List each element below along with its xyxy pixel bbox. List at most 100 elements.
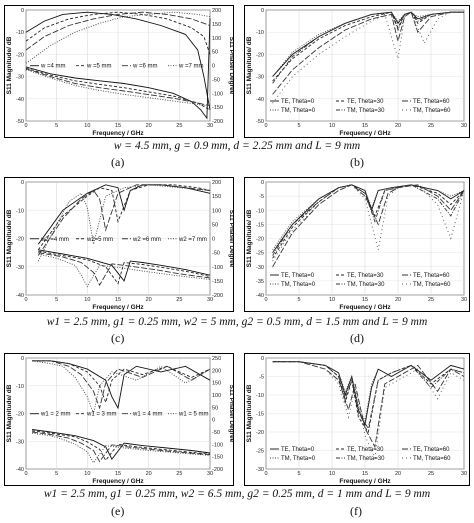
y2-tick-label: -150 <box>212 105 223 111</box>
chart-svg-e: 0 5 10 15 20 25 30 0 -10 -20 -30 -40 250 200 150 100 50 0… <box>4 353 235 486</box>
panel-label-f: (f) <box>350 504 362 518</box>
series-magnitude-line-4 <box>37 184 211 262</box>
caption-row-1: w = 4.5 mm, g = 0.9 mm, d = 2.25 mm and … <box>113 140 361 152</box>
legend-entry: TM, Theta=0 <box>281 282 316 288</box>
y2-tick-label: 100 <box>212 393 221 399</box>
chart-frame <box>244 177 470 312</box>
x-tick-label: 25 <box>176 297 182 303</box>
legend-entry: TM, Theta=60 <box>413 456 451 462</box>
x-tick-label: 25 <box>428 297 434 303</box>
y2-tick-label: -100 <box>212 265 223 271</box>
panel-label-e: (e) <box>111 504 125 518</box>
chart-frame <box>4 177 234 312</box>
y-axis-label: S11 Magnitude/ dB <box>6 36 13 94</box>
legend-entry: w =7 mm <box>178 64 204 70</box>
legend-entry: TM, Theta=0 <box>281 456 316 462</box>
series-magnitude-line-3 <box>37 184 211 256</box>
legend-entry: w1 = 2 mm <box>40 412 71 418</box>
y-tick-label: -25 <box>256 251 264 257</box>
x-tick-label: 10 <box>84 297 90 303</box>
y-tick-label: -35 <box>256 279 264 285</box>
y-tick-label: -30 <box>256 75 264 81</box>
y2-tick-label: 200 <box>212 8 221 14</box>
series-line-4 <box>272 361 465 423</box>
legend-entry: TE, Theta=0 <box>281 447 315 453</box>
legend-entry: w1 = 5 mm <box>178 412 209 418</box>
series-phase-line-1 <box>32 429 211 460</box>
y-tick-label: -40 <box>16 467 24 473</box>
y-tick-label: -40 <box>16 97 24 103</box>
chart-frame <box>4 5 234 138</box>
y2-tick-label: 150 <box>212 381 221 387</box>
legend-entry: TE, Theta=30 <box>347 447 384 453</box>
series-line-5 <box>272 361 465 430</box>
y-tick-label: -40 <box>256 97 264 103</box>
series-line-3 <box>272 184 465 268</box>
chart-svg-c: 0 5 10 15 20 25 30 0 -10 -20 -30 -40 200 150 100 50 0 -50… <box>4 177 235 312</box>
x-tick-label: 0 <box>24 297 27 303</box>
y2-tick-label: -150 <box>212 455 223 461</box>
y2-tick-label: 150 <box>212 194 221 200</box>
y-tick-label: -20 <box>16 412 24 418</box>
series-line-5 <box>272 184 465 256</box>
y-tick-label: -20 <box>256 52 264 58</box>
y-axis-label: S11 Magnitude/ dB <box>6 384 13 442</box>
series-magnitude-line-3 <box>32 360 211 410</box>
chart-panel-f: 0 5 10 15 20 25 30 0 -5 -10 -15 -20 -25 -30 Frequency … <box>244 353 470 486</box>
y2-tick-label: -100 <box>212 91 223 97</box>
series-phase-line-3 <box>32 431 211 463</box>
x-tick-label: 30 <box>461 471 467 477</box>
legend-entry: w =6 mm <box>132 64 158 70</box>
x-axis-label: Frequency / GHz <box>339 130 391 137</box>
series-magnitude-line-4 <box>32 360 211 416</box>
series-line-2 <box>272 184 465 259</box>
x-tick-label: 15 <box>362 123 368 129</box>
y-tick-label: -50 <box>16 119 24 125</box>
series-magnitude-line-1 <box>25 11 211 110</box>
y-axis-label: S11 Magnitude/ dB <box>246 384 253 442</box>
series-phase-line-1 <box>38 249 211 282</box>
x-tick-label: 30 <box>207 123 213 129</box>
x-tick-label: 20 <box>395 123 401 129</box>
y-tick-label: 0 <box>261 8 264 14</box>
y2-tick-label: 0 <box>212 64 215 70</box>
x-tick-label: 10 <box>329 471 335 477</box>
y2-tick-label: 150 <box>212 22 221 28</box>
y2-tick-label: -200 <box>212 467 223 473</box>
series-magnitude-line-2 <box>37 184 211 251</box>
x-tick-label: 25 <box>176 123 182 129</box>
series-line-5 <box>272 11 464 84</box>
chart-panel-b: 0 5 10 15 20 25 30 0 -10 -20 -30 -40 -50 Frequency / … <box>244 5 470 138</box>
x-tick-label: 20 <box>395 471 401 477</box>
y-tick-label: -20 <box>16 52 24 58</box>
y2-tick-label: -200 <box>212 119 223 125</box>
series-magnitude-line-1 <box>32 360 211 410</box>
x-tick-label: 10 <box>329 123 335 129</box>
y-tick-label: 0 <box>21 356 24 362</box>
series-line-2 <box>272 361 465 434</box>
x-axis-label: Frequency / GHz <box>92 304 144 311</box>
y-tick-label: -25 <box>256 449 264 455</box>
x-axis-label: Frequency / GHz <box>92 478 144 485</box>
legend-entry: TE, Theta=0 <box>281 99 315 105</box>
chart-svg-b: 0 5 10 15 20 25 30 0 -10 -20 -30 -40 -50 Frequency / … <box>244 5 470 138</box>
x-tick-label: 10 <box>84 123 90 129</box>
y-tick-label: -15 <box>256 412 264 418</box>
series-magnitude-line-4 <box>25 11 211 64</box>
legend-entry: w2=5 mm <box>86 237 113 243</box>
chart-svg-d: 0 5 10 15 20 25 30 0 -5 -10 -15 -20 -25 -30 -35 -40 Freq… <box>244 177 470 312</box>
series-line-4 <box>272 11 464 77</box>
y-tick-label: 0 <box>261 356 264 362</box>
series-line-6 <box>272 184 465 262</box>
x-tick-label: 5 <box>297 471 300 477</box>
x-tick-label: 15 <box>362 297 368 303</box>
x-tick-label: 0 <box>264 123 267 129</box>
y2-tick-label: 100 <box>212 36 221 42</box>
y-tick-label: -5 <box>259 194 264 200</box>
legend-entry: w1 = 3 mm <box>86 412 117 418</box>
y-tick-label: -40 <box>256 293 264 299</box>
x-tick-label: 0 <box>24 123 27 129</box>
y-tick-label: -30 <box>256 467 264 473</box>
series-line-4 <box>272 184 465 251</box>
y-tick-label: -30 <box>16 439 24 445</box>
